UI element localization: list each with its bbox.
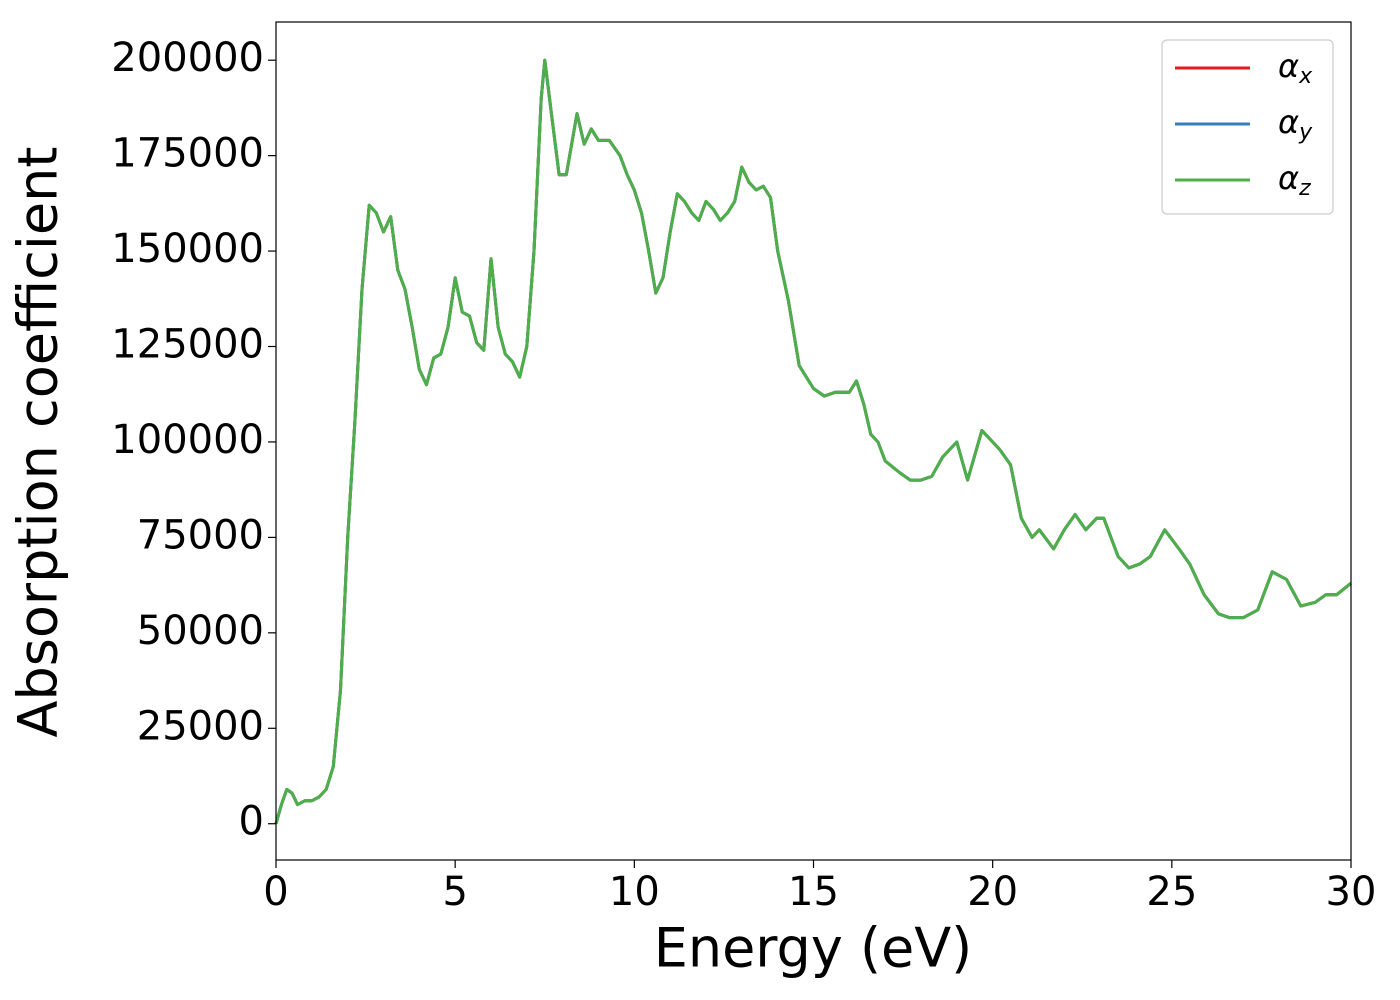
y-tick-label: 100000 (111, 417, 264, 463)
legend-box (1161, 39, 1334, 215)
data-line (274, 58, 1352, 825)
legend: αx αy αz (1161, 39, 1334, 215)
x-tick-label: 20 (967, 869, 1018, 915)
x-axis-label: Energy (eV) (654, 917, 973, 980)
y-axis-label: Absorption coefficient (7, 147, 70, 738)
y-tick-label: 75000 (137, 512, 264, 558)
legend-label: αx (1278, 47, 1313, 89)
y-tick-label: 175000 (111, 131, 264, 177)
y-tick-label: 50000 (137, 608, 264, 654)
x-tick-label: 10 (609, 869, 660, 915)
y-tick-label: 125000 (111, 322, 264, 368)
y-tick-label: 150000 (111, 226, 264, 272)
y-tick-label: 200000 (111, 35, 264, 81)
y-tick-label: 0 (239, 799, 264, 845)
x-tick-label: 15 (788, 869, 839, 915)
legend-label: αz (1278, 159, 1311, 201)
x-tick-label: 0 (263, 869, 288, 915)
y-tick-label: 25000 (137, 703, 264, 749)
x-tick-label: 5 (442, 869, 467, 915)
x-tick-label: 30 (1326, 869, 1377, 915)
x-tick-label: 25 (1146, 869, 1197, 915)
legend-label: αy (1278, 103, 1313, 145)
